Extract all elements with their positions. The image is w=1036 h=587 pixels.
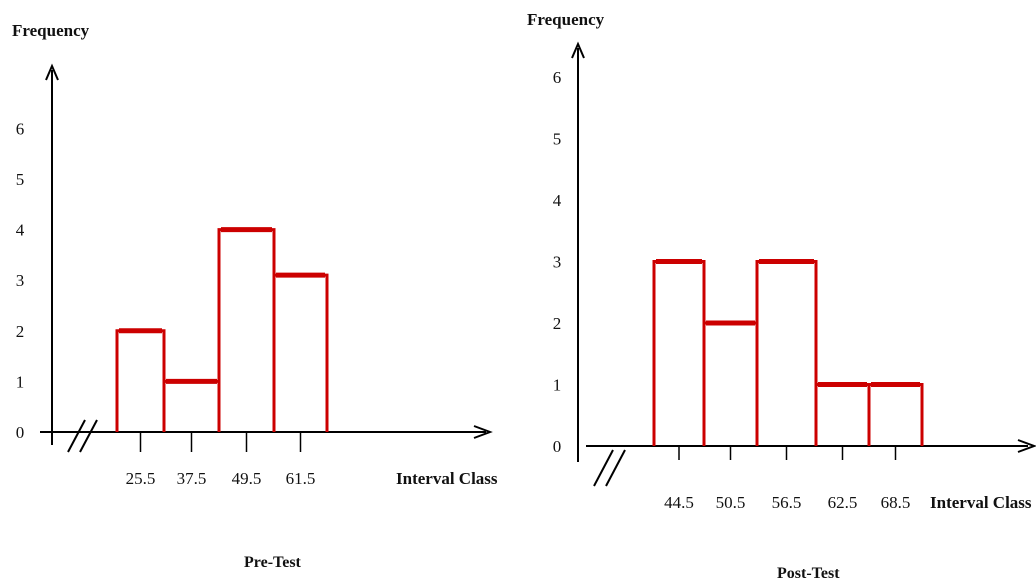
pretest-y-tick-label: 5 [16, 170, 25, 189]
posttest-axis-break-1 [593, 449, 614, 487]
pretest-y-tick-label: 6 [16, 119, 25, 138]
pretest-x-arrow [473, 425, 493, 439]
posttest-y-tick-label: 5 [553, 130, 562, 149]
pretest-bar [162, 379, 221, 432]
pretest-y-tick-label: 1 [16, 372, 25, 391]
posttest-y-tick-label: 6 [553, 68, 562, 87]
posttest-y-ticks: 0 1 2 3 4 5 6 [553, 68, 562, 456]
pretest-x-tick-label: 37.5 [177, 469, 207, 488]
posttest-y-arrow [571, 41, 585, 59]
pretest-y-tick-label: 2 [16, 322, 25, 341]
pretest-ylabel: Frequency [12, 21, 90, 40]
pretest-x-tick-label: 61.5 [286, 469, 316, 488]
posttest-bar [814, 383, 871, 446]
posttest-xlabel: Interval Class [930, 493, 1032, 512]
posttest-x-tick-label: 68.5 [881, 493, 911, 512]
posttest-axis-break-2 [605, 449, 626, 487]
posttest-y-tick-label: 2 [553, 314, 562, 333]
pretest-chart: Frequency Interval Class Pre-Test 0 1 2 3 4 5… [12, 21, 498, 571]
pretest-bars [115, 227, 329, 432]
pretest-title: Pre-Test [244, 554, 302, 571]
pretest-y-arrow [45, 63, 59, 81]
pretest-axis-break-2 [79, 419, 98, 453]
posttest-x-tick-label: 44.5 [664, 493, 694, 512]
pretest-y-ticks: 0 1 2 3 4 5 6 [16, 119, 25, 442]
posttest-bar [755, 260, 818, 446]
pretest-bar [217, 228, 276, 432]
posttest-x-tick-label: 56.5 [772, 493, 802, 512]
posttest-chart: Frequency Interval Class Post-Test 0 1 2 3 4… [527, 10, 1036, 582]
pretest-y-tick-label: 3 [16, 271, 25, 290]
posttest-x-arrow [1017, 439, 1036, 453]
posttest-title: Post-Test [777, 565, 840, 582]
pretest-bar [272, 273, 329, 432]
pretest-x-ticks: 25.5 37.5 49.5 61.5 [126, 432, 316, 488]
posttest-x-tick-label: 50.5 [716, 493, 746, 512]
pretest-x-tick-label: 49.5 [232, 469, 262, 488]
pretest-axis-break-1 [67, 419, 86, 453]
pretest-bar [115, 329, 166, 432]
pretest-y-tick-label: 0 [16, 423, 25, 442]
pretest-y-tick-label: 4 [16, 221, 25, 240]
posttest-bars [652, 259, 924, 446]
posttest-y-tick-label: 3 [553, 253, 562, 272]
pretest-x-tick-label: 25.5 [126, 469, 156, 488]
posttest-bar [652, 260, 706, 446]
pretest-xlabel: Interval Class [396, 469, 498, 488]
posttest-bar [867, 383, 924, 446]
posttest-x-ticks: 44.5 50.5 56.5 62.5 68.5 [664, 446, 910, 512]
posttest-y-tick-label: 0 [553, 437, 562, 456]
posttest-bar [702, 321, 759, 446]
posttest-ylabel: Frequency [527, 10, 605, 29]
posttest-y-tick-label: 1 [553, 376, 562, 395]
posttest-y-tick-label: 4 [553, 191, 562, 210]
posttest-x-tick-label: 62.5 [828, 493, 858, 512]
